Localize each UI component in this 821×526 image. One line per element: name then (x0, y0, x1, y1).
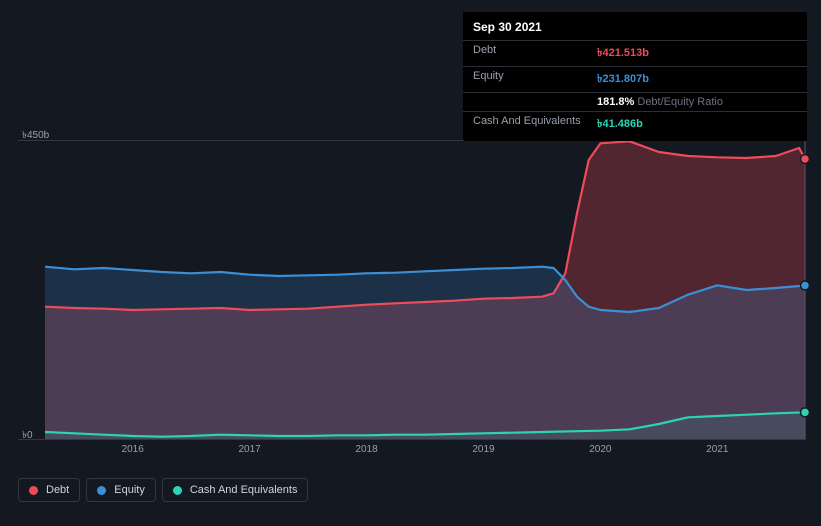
legend-swatch-icon (97, 486, 106, 495)
tooltip-row-label (473, 96, 597, 108)
x-axis-label: 2016 (122, 444, 144, 455)
x-axis-label: 2019 (472, 444, 494, 455)
tooltip-row-label: Cash And Equivalents (473, 115, 597, 134)
tooltip-row: Cash And Equivalents৳41.486b (463, 111, 807, 137)
legend-label: Equity (114, 484, 145, 496)
legend-label: Cash And Equivalents (190, 484, 298, 496)
legend-item[interactable]: Cash And Equivalents (162, 478, 309, 502)
x-axis-label: 2021 (706, 444, 728, 455)
tooltip-row-label: Equity (473, 70, 597, 89)
tooltip-row-value: ৳41.486b (597, 115, 643, 134)
tooltip-row-value: ৳421.513b (597, 44, 649, 63)
legend-swatch-icon (173, 486, 182, 495)
tooltip-row: Equity৳231.807b (463, 66, 807, 92)
tooltip-row-value: ৳231.807b (597, 70, 649, 89)
legend-swatch-icon (29, 486, 38, 495)
tooltip-row: 181.8% Debt/Equity Ratio (463, 92, 807, 111)
x-axis-label: 2018 (355, 444, 377, 455)
chart-bottom-border (18, 140, 805, 440)
tooltip-panel: Sep 30 2021 Debt৳421.513bEquity৳231.807b… (463, 12, 807, 141)
x-axis-label: 2020 (589, 444, 611, 455)
x-axis-labels: 2016 2017 2018 2019 2020 2021 (45, 444, 805, 462)
x-axis-label: 2017 (238, 444, 260, 455)
tooltip-row-label: Debt (473, 44, 597, 63)
tooltip-row: Debt৳421.513b (463, 40, 807, 66)
tooltip-row-value: 181.8% Debt/Equity Ratio (597, 96, 723, 108)
chart-legend: Debt Equity Cash And Equivalents (18, 478, 308, 502)
legend-item[interactable]: Debt (18, 478, 80, 502)
legend-item[interactable]: Equity (86, 478, 156, 502)
tooltip-date: Sep 30 2021 (463, 16, 807, 40)
legend-label: Debt (46, 484, 69, 496)
